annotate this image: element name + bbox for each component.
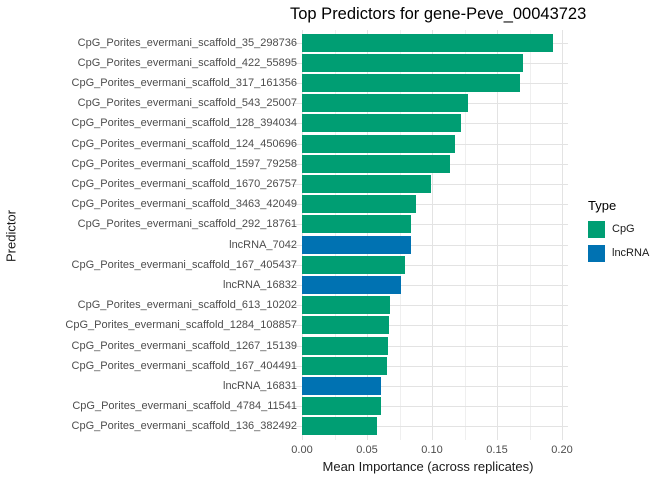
grid-line-horizontal-major [290,386,568,387]
legend-item: CpG [588,221,635,238]
bar [302,397,382,416]
legend-item-label: lncRNA [612,247,650,259]
bar [302,73,521,92]
bar [302,114,461,133]
x-tick-label: 0.05 [356,444,378,456]
bar [302,376,382,395]
y-tick-label: CpG_Porites_evermani_scaffold_292_18761 [77,218,297,231]
x-tick-label: 0.20 [551,444,573,456]
bar [302,235,412,254]
x-tick-label: 0.15 [486,444,508,456]
bar [302,195,417,214]
grid-line-horizontal-major [290,366,568,367]
bar [302,316,390,335]
bar [302,275,401,294]
legend-item-label: CpG [612,223,635,235]
bar [302,53,523,72]
chart-title: Top Predictors for gene-Peve_00043723 [290,5,587,23]
y-tick-label: CpG_Porites_evermani_scaffold_3463_42049 [71,198,297,211]
grid-line-vertical-major [367,30,368,440]
y-tick-label: CpG_Porites_evermani_scaffold_124_450696 [71,137,297,150]
legend-items: CpG lncRNA [588,221,649,262]
x-tick-label: 0.00 [291,444,313,456]
y-tick-label: CpG_Porites_evermani_scaffold_4784_11541 [72,400,297,413]
grid-line-vertical-major [497,30,498,440]
y-tick-label: CpG_Porites_evermani_scaffold_613_10202 [77,299,297,312]
grid-line-horizontal-major [290,224,568,225]
x-tick-label: 0.10 [421,444,443,456]
bar [302,215,412,234]
bar [302,33,553,52]
grid-line-vertical-major [302,30,303,440]
bar [302,134,456,153]
bar [302,255,405,274]
legend-swatch [588,245,605,262]
y-tick-label: CpG_Porites_evermani_scaffold_317_161356 [71,76,297,89]
grid-line-vertical-minor [464,30,466,440]
legend-title: Type [588,198,617,213]
y-tick-label: lncRNA_7042 [229,238,297,251]
grid-line-vertical-minor [399,30,401,440]
grid-line-horizontal-major [290,204,568,205]
bar [302,154,451,173]
y-tick-label: lncRNA_16831 [223,379,297,392]
y-tick-label: CpG_Porites_evermani_scaffold_128_394034 [71,117,297,130]
grid-line-horizontal-major [290,305,568,306]
grid-line-horizontal-major [290,346,568,347]
legend: Type CpG lncRNA [588,198,649,269]
grid-line-horizontal-major [290,325,568,326]
y-tick-label: CpG_Porites_evermani_scaffold_35_298736 [77,36,297,49]
bar [302,94,469,113]
grid-line-horizontal-major [290,245,568,246]
grid-line-horizontal-major [290,285,568,286]
bar [302,417,378,436]
y-tick-label: CpG_Porites_evermani_scaffold_1597_79258 [71,157,297,170]
bar [302,336,388,355]
y-axis-labels: CpG_Porites_evermani_scaffold_35_298736 C… [0,30,297,440]
bar [302,356,387,375]
plot-panel [290,30,568,440]
grid-line-horizontal-major [290,265,568,266]
y-tick-label: CpG_Porites_evermani_scaffold_1284_10885… [65,319,297,332]
y-tick-label: CpG_Porites_evermani_scaffold_543_25007 [77,97,297,110]
grid-line-vertical-minor [529,30,531,440]
grid-line-vertical-major [432,30,433,440]
y-tick-label: CpG_Porites_evermani_scaffold_1670_26757 [71,177,297,190]
y-tick-label: CpG_Porites_evermani_scaffold_167_404491 [71,359,297,372]
bar [302,296,391,315]
y-tick-label: CpG_Porites_evermani_scaffold_1267_15139 [71,339,297,352]
y-tick-label: CpG_Porites_evermani_scaffold_136_382492 [71,420,297,433]
y-tick-label: CpG_Porites_evermani_scaffold_422_55895 [77,56,297,69]
bar [302,174,431,193]
y-tick-label: CpG_Porites_evermani_scaffold_167_405437 [71,258,297,271]
grid-line-horizontal-major [290,426,568,427]
grid-line-vertical-minor [334,30,336,440]
x-axis-tick-labels: 0.00 0.05 0.10 0.15 0.20 [290,444,572,458]
x-axis-title: Mean Importance (across replicates) [322,459,534,474]
grid-line-horizontal-major [290,406,568,407]
grid-line-vertical-major [562,30,563,440]
legend-swatch [588,221,605,238]
y-tick-label: lncRNA_16832 [223,278,297,291]
legend-item: lncRNA [588,245,649,262]
